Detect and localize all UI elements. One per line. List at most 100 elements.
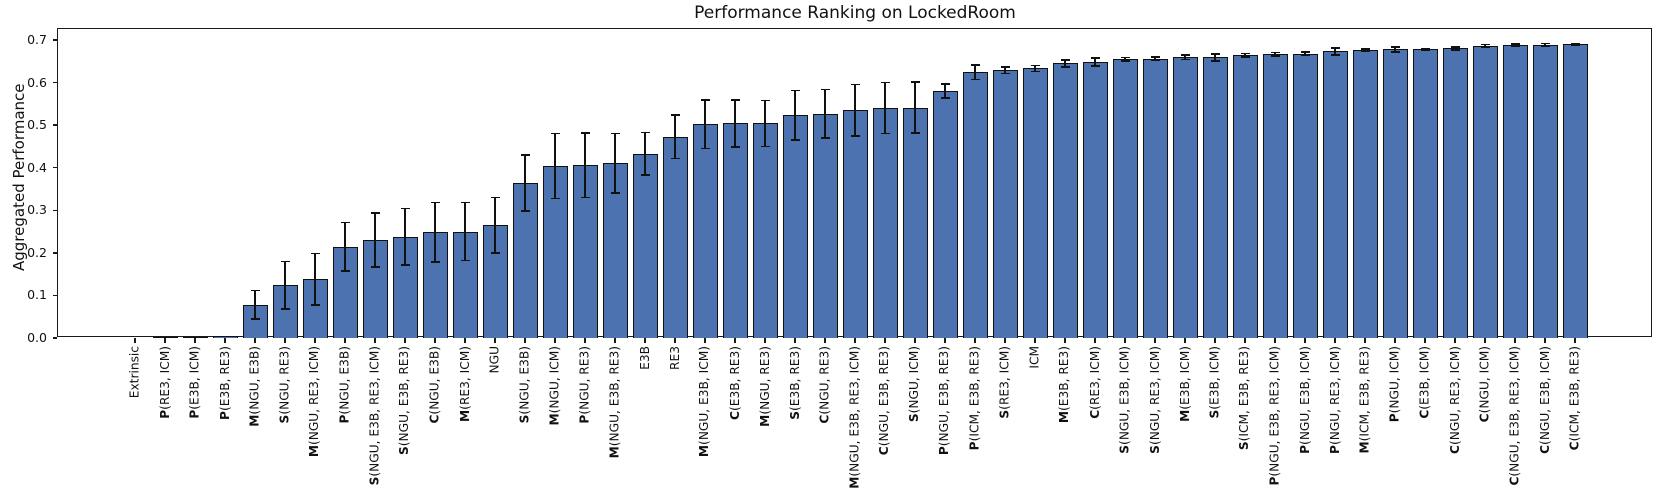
error-bar-cap-top [700, 99, 710, 101]
bar [1082, 62, 1108, 338]
error-bar-whisker [1574, 43, 1576, 46]
error-bar-whisker [854, 84, 856, 136]
x-tick-label: Extrinsic [127, 346, 142, 399]
x-tick-mark [854, 338, 856, 343]
error-bar-cap-bottom [430, 261, 440, 263]
error-bar-whisker [614, 133, 616, 194]
x-tick-mark [764, 338, 766, 343]
x-tick-label: C(NGU, RE3, ICM) [1447, 346, 1462, 454]
error-bar-whisker [1154, 56, 1156, 61]
x-tick-mark [194, 338, 196, 343]
error-bar-whisker [704, 99, 706, 149]
error-bar-cap-top [1540, 42, 1550, 45]
error-bar-cap-top [1510, 42, 1520, 45]
error-bar-cap-top [1030, 64, 1040, 67]
error-bar-cap-bottom [1150, 59, 1160, 62]
x-tick-label: P(E3B, ICM) [187, 346, 202, 419]
x-tick-mark [434, 338, 436, 343]
bar [1532, 44, 1558, 338]
error-bar-whisker [1544, 43, 1546, 46]
x-tick-label: S(E3B, RE3) [787, 346, 802, 420]
bar [1442, 48, 1468, 338]
error-bar-cap-bottom [520, 210, 530, 212]
bar [962, 72, 988, 338]
x-tick-mark [1484, 338, 1486, 343]
error-bar-whisker [1124, 57, 1126, 61]
bar [632, 153, 658, 338]
error-bar-cap-bottom [1390, 51, 1400, 53]
error-bar-whisker [824, 89, 826, 138]
error-bar-whisker [554, 133, 556, 199]
error-bar-cap-top [1300, 51, 1310, 53]
error-bar-cap-bottom [1180, 58, 1190, 61]
error-bar-whisker [764, 100, 766, 147]
x-tick-label: S(NGU, E3B, RE3) [397, 346, 412, 456]
bar [1142, 58, 1168, 338]
x-tick-label: P(NGU, E3B, RE3, ICM) [1267, 346, 1282, 486]
error-bar-cap-bottom [490, 252, 500, 254]
error-bar-cap-bottom [760, 145, 770, 148]
error-bar-whisker [1454, 46, 1456, 51]
x-tick-mark [1064, 338, 1066, 343]
bar [1322, 51, 1348, 338]
error-bar-cap-top [1210, 53, 1220, 55]
error-bar-whisker [1424, 48, 1426, 51]
error-bar-cap-bottom [820, 137, 830, 139]
x-tick-mark [1124, 338, 1126, 343]
error-bar-cap-top [730, 99, 740, 101]
x-tick-label: P(NGU, ICM) [1387, 346, 1402, 423]
error-bar-cap-bottom [640, 174, 650, 176]
x-tick-mark [1004, 338, 1006, 343]
error-bar-cap-bottom [400, 263, 410, 266]
x-tick-label: M(NGU, E3B) [247, 346, 262, 427]
error-bar-whisker [494, 197, 496, 253]
x-tick-mark [404, 338, 406, 343]
y-tick-mark [52, 81, 57, 84]
error-bar-cap-top [1390, 45, 1400, 48]
error-bar-whisker [734, 99, 736, 147]
error-bar-cap-top [370, 212, 380, 215]
error-bar-cap-bottom [580, 196, 590, 199]
y-tick-label: 0.4 [27, 159, 47, 175]
error-bar-cap-bottom [280, 308, 290, 310]
x-tick-label: NGU [487, 346, 502, 374]
x-tick-label: S(NGU, E3B, ICM) [1117, 346, 1132, 454]
bar [1112, 59, 1138, 338]
error-bar-cap-bottom [1000, 72, 1010, 75]
bar [1562, 44, 1588, 338]
error-bar-cap-top [790, 89, 800, 92]
error-bar-cap-top [1270, 51, 1280, 54]
x-tick-label: S(NGU, E3B) [517, 346, 532, 424]
x-tick-label: C(NGU, E3B) [427, 346, 442, 424]
error-bar-cap-top [430, 201, 440, 204]
x-tick-mark [1454, 338, 1456, 343]
error-bar-cap-bottom [250, 318, 260, 321]
error-bar-whisker [404, 208, 406, 265]
error-bar-cap-top [1150, 56, 1160, 58]
error-bar-whisker [434, 202, 436, 263]
x-tick-label: C(NGU, ICM) [1477, 346, 1492, 423]
x-tick-label: P(NGU, E3B, ICM) [1297, 346, 1312, 454]
x-tick-mark [1424, 338, 1426, 343]
error-bar-cap-bottom [850, 134, 860, 137]
bar [1262, 54, 1288, 338]
error-bar-cap-bottom [1270, 55, 1280, 57]
error-bar-cap-bottom [1510, 45, 1520, 48]
x-tick-mark [254, 338, 256, 343]
error-bar-cap-bottom [700, 147, 710, 150]
error-bar-cap-bottom [1450, 49, 1460, 51]
x-tick-mark [1244, 338, 1246, 343]
x-tick-label: RE3 [667, 346, 682, 370]
error-bar-whisker [524, 154, 526, 212]
x-tick-label: S(NGU, RE3) [277, 346, 292, 424]
error-bar-cap-bottom [790, 139, 800, 141]
x-tick-mark [1154, 338, 1156, 343]
x-tick-label: S(ICM, E3B, RE3) [1237, 346, 1252, 451]
y-tick-label: 0.3 [27, 202, 47, 218]
error-bar-whisker [794, 90, 796, 140]
x-tick-mark [134, 338, 136, 343]
y-tick-mark [52, 337, 57, 339]
bar [902, 107, 928, 338]
x-tick-mark [944, 338, 946, 343]
x-tick-mark [1094, 338, 1096, 343]
